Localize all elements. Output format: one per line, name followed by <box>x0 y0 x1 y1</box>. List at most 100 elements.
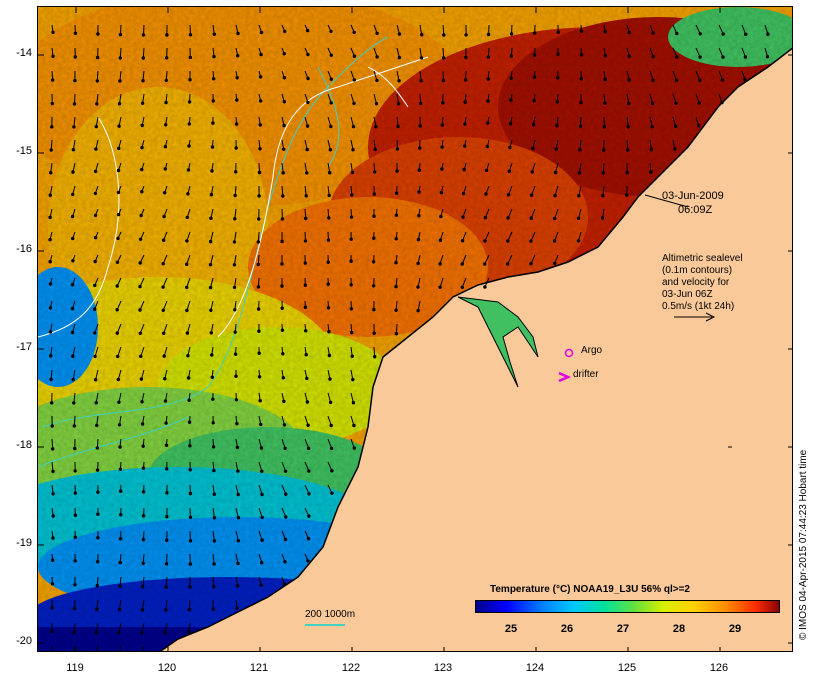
velocity-arrow-head <box>138 331 143 335</box>
velocity-arrow-head <box>51 469 55 474</box>
y-axis-label: -18 <box>16 439 32 451</box>
velocity-arrow-head <box>96 55 100 60</box>
velocity-arrow-head <box>555 123 559 128</box>
x-axis-label: 120 <box>157 662 177 674</box>
velocity-arrow-head <box>326 306 331 310</box>
velocity-arrow-head <box>118 467 123 471</box>
velocity-arrow-head <box>720 78 725 82</box>
velocity-arrow-head <box>601 193 605 198</box>
velocity-arrow-head <box>165 538 169 542</box>
velocity-arrow-head <box>533 31 537 35</box>
velocity-arrow-head <box>141 466 146 470</box>
velocity-arrow-head <box>210 145 215 149</box>
velocity-arrow-head <box>484 192 488 196</box>
x-axis-label: 125 <box>617 662 637 674</box>
velocity-arrow-head <box>304 329 308 333</box>
velocity-arrow-head <box>96 536 100 540</box>
velocity-arrow-head <box>260 492 264 497</box>
velocity-arrow-head <box>602 125 607 129</box>
velocity-arrow-head <box>743 77 747 82</box>
velocity-arrow-head <box>140 400 144 404</box>
velocity-arrow-head <box>259 446 264 450</box>
velocity-arrow-head <box>416 237 421 242</box>
velocity-arrow-head <box>187 144 191 148</box>
velocity-arrow-head <box>283 560 287 564</box>
velocity-arrow-head <box>306 536 311 541</box>
velocity-arrow-head <box>352 423 356 428</box>
credit-text: © IMOS 04-Apr-2015 07:44:23 Hobart time <box>798 449 809 640</box>
velocity-arrow-head <box>698 32 702 36</box>
velocity-arrow-head <box>674 101 678 106</box>
velocity-arrow-head <box>94 630 98 635</box>
velocity-arrow-head <box>461 215 465 219</box>
velocity-arrow-head <box>50 125 54 129</box>
velocity-arrow-head <box>256 240 261 244</box>
velocity-arrow-head <box>139 213 143 218</box>
altimetry-note-line: (0.1m contours) <box>662 265 733 276</box>
velocity-arrow-head <box>529 239 533 243</box>
velocity-arrow-head <box>697 101 701 105</box>
velocity-arrow-head <box>601 171 605 175</box>
velocity-arrow-head <box>188 55 193 60</box>
velocity-arrow-head <box>506 193 511 197</box>
velocity-arrow-head <box>49 354 53 358</box>
velocity-arrow-head <box>464 55 468 60</box>
velocity-arrow-head <box>73 559 77 563</box>
velocity-arrow-head <box>234 374 238 378</box>
velocity-arrow-head <box>329 124 333 129</box>
velocity-arrow-head <box>602 148 606 152</box>
velocity-arrow-head <box>188 78 192 82</box>
velocity-arrow-head <box>373 147 377 152</box>
velocity-arrow-head <box>140 190 144 194</box>
x-axis-label: 126 <box>709 662 729 674</box>
velocity-arrow-head <box>329 77 333 81</box>
velocity-arrow-head <box>486 99 490 103</box>
velocity-arrow-head <box>463 144 467 148</box>
velocity-arrow-head <box>280 306 284 310</box>
velocity-arrow-head <box>138 261 142 265</box>
velocity-arrow-head <box>373 170 377 174</box>
velocity-arrow-head <box>95 102 99 106</box>
velocity-arrow-head <box>441 78 445 83</box>
velocity-arrow-head <box>118 584 122 588</box>
velocity-arrow-head <box>765 55 770 59</box>
velocity-arrow-head <box>283 446 287 450</box>
velocity-arrow-head <box>71 192 75 197</box>
velocity-arrow-head <box>394 213 399 217</box>
velocity-arrow-head <box>234 146 238 150</box>
argo-label: Argo <box>581 345 603 356</box>
velocity-arrow-head <box>283 29 287 34</box>
velocity-arrow-head <box>73 491 78 495</box>
velocity-arrow-head <box>509 98 513 102</box>
velocity-arrow-head <box>259 52 263 57</box>
velocity-arrow-head <box>50 606 54 610</box>
velocity-arrow-head <box>233 352 238 356</box>
velocity-arrow-head <box>116 212 121 217</box>
velocity-arrow-head <box>256 307 261 311</box>
velocity-arrow-head <box>73 535 77 539</box>
velocity-arrow-head <box>439 190 444 195</box>
velocity-arrow-head <box>326 282 330 286</box>
velocity-arrow-head <box>553 261 557 266</box>
velocity-arrow-head <box>281 171 285 175</box>
velocity-arrow-head <box>232 263 237 267</box>
velocity-arrow-head <box>396 124 400 129</box>
velocity-arrow-head <box>234 170 238 174</box>
velocity-arrow-head <box>282 423 287 427</box>
velocity-arrow-head <box>257 351 261 355</box>
x-axis-label: 124 <box>525 662 545 674</box>
velocity-arrow-head <box>161 238 166 242</box>
velocity-arrow <box>73 645 76 651</box>
velocity-arrow-head <box>208 285 213 290</box>
velocity-arrow-head <box>258 75 263 79</box>
velocity-arrow-head <box>188 33 193 37</box>
colorbar <box>475 600 780 613</box>
velocity-arrow-head <box>420 33 424 37</box>
velocity-arrow-head <box>394 191 399 195</box>
velocity-arrow-head <box>51 54 55 58</box>
velocity-arrow-head <box>188 562 193 566</box>
velocity-arrow-head <box>211 99 216 103</box>
velocity-arrow-head <box>306 52 310 57</box>
velocity-arrow-head <box>416 308 420 313</box>
velocity-arrow-head <box>164 443 169 447</box>
